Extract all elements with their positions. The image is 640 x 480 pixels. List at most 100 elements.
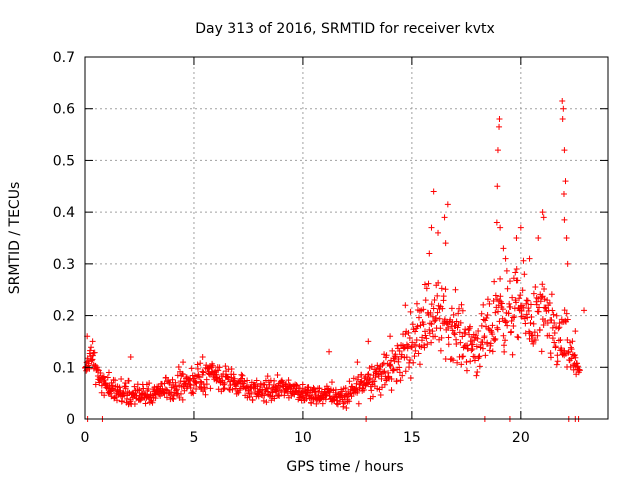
data-point (371, 378, 378, 385)
data-point (480, 316, 487, 323)
data-point (519, 287, 526, 294)
chart-title: Day 313 of 2016, SRMTID for receiver kvt… (195, 21, 495, 37)
data-point (553, 361, 560, 368)
data-point (247, 383, 254, 390)
data-point (365, 338, 372, 345)
data-point (226, 386, 233, 393)
data-point (454, 359, 461, 366)
data-point (91, 349, 98, 356)
data-point (377, 391, 384, 398)
data-point (528, 332, 535, 339)
data-point (422, 332, 429, 339)
data-point (264, 373, 271, 380)
data-point (264, 388, 271, 395)
data-point (500, 332, 507, 339)
data-point (407, 374, 414, 381)
data-point (550, 311, 557, 318)
data-point (564, 260, 571, 267)
data-point (451, 331, 458, 338)
data-point (467, 358, 474, 365)
data-point (564, 316, 571, 323)
data-point (430, 305, 437, 312)
data-point (483, 315, 490, 322)
data-point (438, 334, 445, 341)
data-point (493, 219, 500, 226)
data-point (563, 235, 570, 241)
data-point (367, 375, 374, 382)
data-point (187, 385, 194, 392)
data-point (422, 328, 429, 335)
data-point (498, 300, 505, 307)
data-point (507, 304, 514, 311)
y-tick-label: 0.1 (53, 360, 75, 376)
data-point (416, 361, 423, 368)
data-point (518, 308, 525, 315)
data-point (366, 376, 373, 383)
data-point (383, 352, 390, 359)
data-point (467, 323, 474, 330)
data-point (89, 352, 96, 359)
data-point (261, 392, 268, 399)
data-point (402, 331, 409, 338)
data-point (436, 315, 443, 322)
data-point (548, 317, 555, 324)
data-point (453, 340, 460, 347)
data-point (104, 374, 111, 381)
data-point (565, 349, 572, 356)
data-point (497, 293, 504, 300)
data-point (381, 368, 388, 375)
data-point (203, 362, 210, 369)
data-point (101, 376, 108, 383)
data-point (458, 361, 465, 368)
data-point (136, 386, 143, 393)
data-point (546, 300, 553, 307)
data-point (405, 329, 412, 336)
data-point (428, 339, 435, 346)
data-point (161, 380, 168, 387)
data-point (326, 389, 333, 396)
data-point (560, 191, 567, 198)
data-point (551, 339, 558, 346)
data-point (441, 214, 448, 221)
data-point (177, 390, 184, 397)
data-point (479, 345, 486, 352)
data-point (283, 380, 290, 387)
data-point (163, 386, 170, 393)
data-point (528, 313, 535, 320)
data-point (517, 292, 524, 299)
data-point (216, 364, 223, 371)
data-point (491, 278, 498, 285)
data-point (89, 338, 96, 345)
data-point (278, 378, 285, 385)
data-point (574, 360, 581, 367)
data-point (426, 326, 433, 333)
data-point (532, 337, 539, 344)
data-point (403, 341, 410, 348)
data-point (524, 297, 531, 304)
data-point (576, 367, 583, 374)
data-point (196, 374, 203, 381)
data-point (197, 378, 204, 385)
data-point (275, 392, 282, 399)
data-point (513, 265, 520, 272)
data-point (83, 367, 90, 374)
data-point (228, 365, 235, 372)
data-point (450, 357, 457, 364)
data-point (449, 319, 456, 326)
data-point (241, 378, 248, 385)
data-point (365, 371, 372, 378)
data-point (457, 339, 464, 346)
data-point (559, 116, 566, 123)
data-point (500, 245, 507, 252)
data-point (456, 305, 463, 312)
data-point (169, 395, 176, 402)
data-point (215, 367, 222, 374)
data-point (419, 334, 426, 341)
data-point (365, 379, 372, 386)
data-point (489, 331, 496, 338)
data-point (447, 356, 454, 363)
data-point (567, 363, 574, 370)
data-point (546, 332, 553, 339)
data-point (541, 285, 548, 292)
